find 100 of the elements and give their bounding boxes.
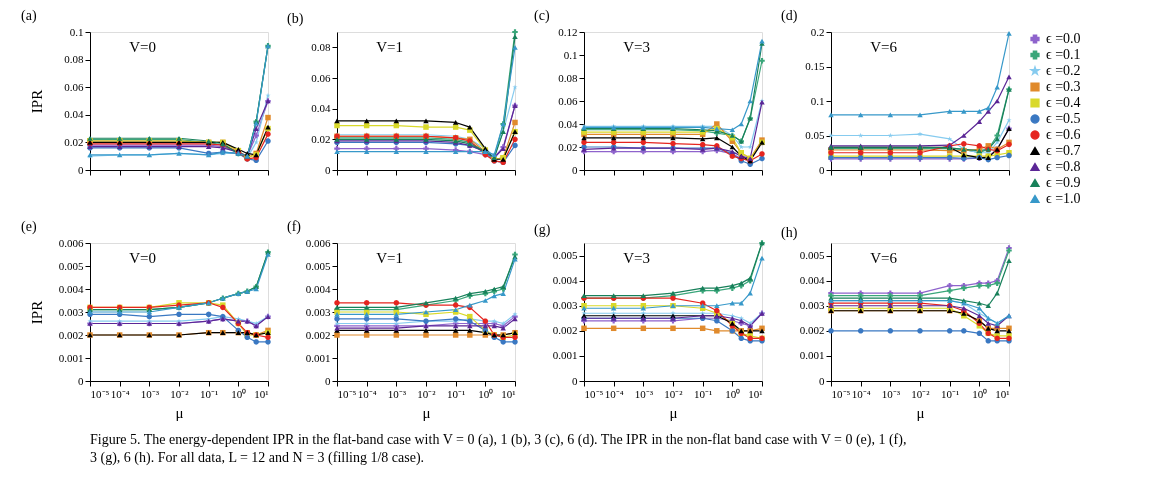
y-tick-label: 0.08 (558, 71, 578, 84)
x-tick-label: 10⁰ (478, 387, 494, 400)
y-tick-label: 0.12 (558, 25, 578, 38)
chart-title: (d) (781, 8, 798, 24)
x-tick-label: 10⁻⁵ (831, 387, 851, 400)
y-tick-label: 0 (78, 163, 84, 176)
y-axis-title: IPR (28, 300, 45, 325)
x-tick-label: 10⁻³ (140, 387, 160, 400)
x-axis-title: μ (916, 404, 925, 421)
y-tick-label: 0.005 (552, 249, 578, 262)
chart-title: (f) (287, 219, 302, 235)
y-tick-label: 0.04 (64, 108, 84, 121)
y-tick-label: 0.005 (58, 259, 84, 272)
annotation: V=3 (623, 39, 650, 55)
y-tick-label: 0.004 (58, 282, 84, 295)
chart-title: (b) (287, 11, 304, 28)
annotation: V=0 (129, 250, 156, 266)
y-tick-label: 0.001 (552, 349, 578, 362)
y-tick-label: 0.006 (305, 236, 331, 249)
x-tick-label: 10⁻⁴ (604, 387, 624, 400)
y-tick-label: 0.003 (58, 305, 84, 318)
x-axis-title: μ (669, 404, 678, 421)
x-tick-label: 10⁻³ (634, 387, 654, 400)
y-tick-label: 0.02 (64, 135, 84, 148)
legend-label: ϵ =0.8 (1046, 159, 1081, 174)
y-tick-label: 0.04 (558, 117, 578, 130)
y-axis-title: IPR (28, 89, 45, 114)
y-tick-label: 0.002 (552, 324, 578, 337)
x-tick-label: 10⁻¹ (941, 387, 960, 400)
y-tick-label: 0.06 (64, 80, 84, 93)
y-tick-label: 0.04 (311, 102, 331, 115)
y-tick-label: 0.1 (563, 48, 578, 61)
y-tick-label: 0.003 (799, 299, 825, 312)
x-tick-label: 10⁻³ (881, 387, 901, 400)
x-tick-label: 10⁻¹ (694, 387, 713, 400)
legend-label: ϵ =0.0 (1046, 31, 1081, 46)
x-tick-label: 10⁻⁴ (357, 387, 377, 400)
legend-label: ϵ =0.5 (1046, 111, 1081, 126)
y-tick-label: 0.001 (799, 349, 825, 362)
y-tick-label: 0.06 (558, 94, 578, 107)
legend-label: ϵ =0.9 (1046, 175, 1081, 190)
caption: Figure 5. The energy-dependent IPR in the flat-band case with V = 0 (a), 1 (b), 3 (c), 6 (d). The IPR in the non-flat band case with V = 0 (e), 1 (f), 3 (g), 6 (h). For all data, L = 12 and N = 3 (filling 1/8 case). (90, 432, 907, 466)
y-tick-label: 0.002 (799, 324, 825, 337)
x-tick-label: 10⁻² (417, 387, 437, 400)
annotation: V=6 (870, 250, 898, 266)
chart-title: (h) (781, 225, 798, 241)
annotation: V=3 (623, 250, 650, 266)
legend-label: ϵ =0.4 (1046, 95, 1081, 110)
x-tick-label: 10⁻⁵ (584, 387, 604, 400)
y-tick-label: 0.002 (305, 328, 331, 341)
y-tick-label: 0.006 (58, 236, 84, 249)
y-tick-label: 0.004 (305, 282, 331, 295)
y-tick-label: 0.1 (69, 25, 84, 38)
chart-title: (c) (534, 8, 550, 24)
x-tick-label: 10⁻² (664, 387, 684, 400)
legend-label: ϵ =1.0 (1046, 191, 1081, 206)
y-tick-label: 0.08 (64, 53, 84, 66)
x-tick-label: 10¹ (501, 387, 516, 400)
y-tick-label: 0 (819, 163, 825, 176)
y-tick-label: 0.08 (311, 40, 331, 53)
y-tick-label: 0.2 (810, 25, 825, 38)
x-axis-title: μ (422, 404, 431, 421)
x-tick-label: 10⁻¹ (447, 387, 466, 400)
chart-title: (g) (534, 222, 551, 239)
x-tick-label: 10⁻⁴ (110, 387, 130, 400)
x-tick-label: 10⁰ (231, 387, 247, 400)
y-tick-label: 0.02 (558, 140, 578, 153)
y-tick-label: 0.003 (305, 305, 331, 318)
y-tick-label: 0.005 (799, 249, 825, 262)
y-tick-label: 0.001 (58, 351, 84, 364)
legend-label: ϵ =0.3 (1046, 79, 1081, 94)
annotation: V=6 (870, 39, 898, 55)
x-tick-label: 10⁰ (972, 387, 988, 400)
y-tick-label: 0.003 (552, 299, 578, 312)
x-axis-title: μ (175, 404, 184, 421)
y-tick-label: 0.005 (305, 259, 331, 272)
chart-title: (e) (21, 219, 37, 235)
y-tick-label: 0.004 (552, 274, 578, 287)
x-tick-label: 10⁻⁵ (90, 387, 110, 400)
y-tick-label: 0 (572, 374, 578, 387)
legend-label: ϵ =0.2 (1046, 63, 1081, 78)
chart-title: (a) (21, 8, 37, 24)
x-tick-label: 10⁻¹ (200, 387, 219, 400)
y-tick-label: 0 (325, 163, 331, 176)
x-tick-label: 10¹ (254, 387, 269, 400)
x-tick-label: 10⁻⁴ (851, 387, 871, 400)
x-tick-label: 10⁻⁵ (337, 387, 357, 400)
y-tick-label: 0 (819, 374, 825, 387)
legend-label: ϵ =0.1 (1046, 47, 1081, 62)
x-tick-label: 10⁻² (911, 387, 931, 400)
x-tick-label: 10⁰ (725, 387, 741, 400)
annotation: V=1 (376, 39, 403, 55)
x-tick-label: 10¹ (748, 387, 763, 400)
y-tick-label: 0 (572, 163, 578, 176)
y-tick-label: 0.002 (58, 328, 84, 341)
y-tick-label: 0.06 (311, 71, 331, 84)
y-tick-label: 0.001 (305, 351, 331, 364)
legend-label: ϵ =0.7 (1046, 143, 1081, 158)
annotation: V=0 (129, 39, 156, 55)
y-tick-label: 0.05 (805, 129, 825, 141)
